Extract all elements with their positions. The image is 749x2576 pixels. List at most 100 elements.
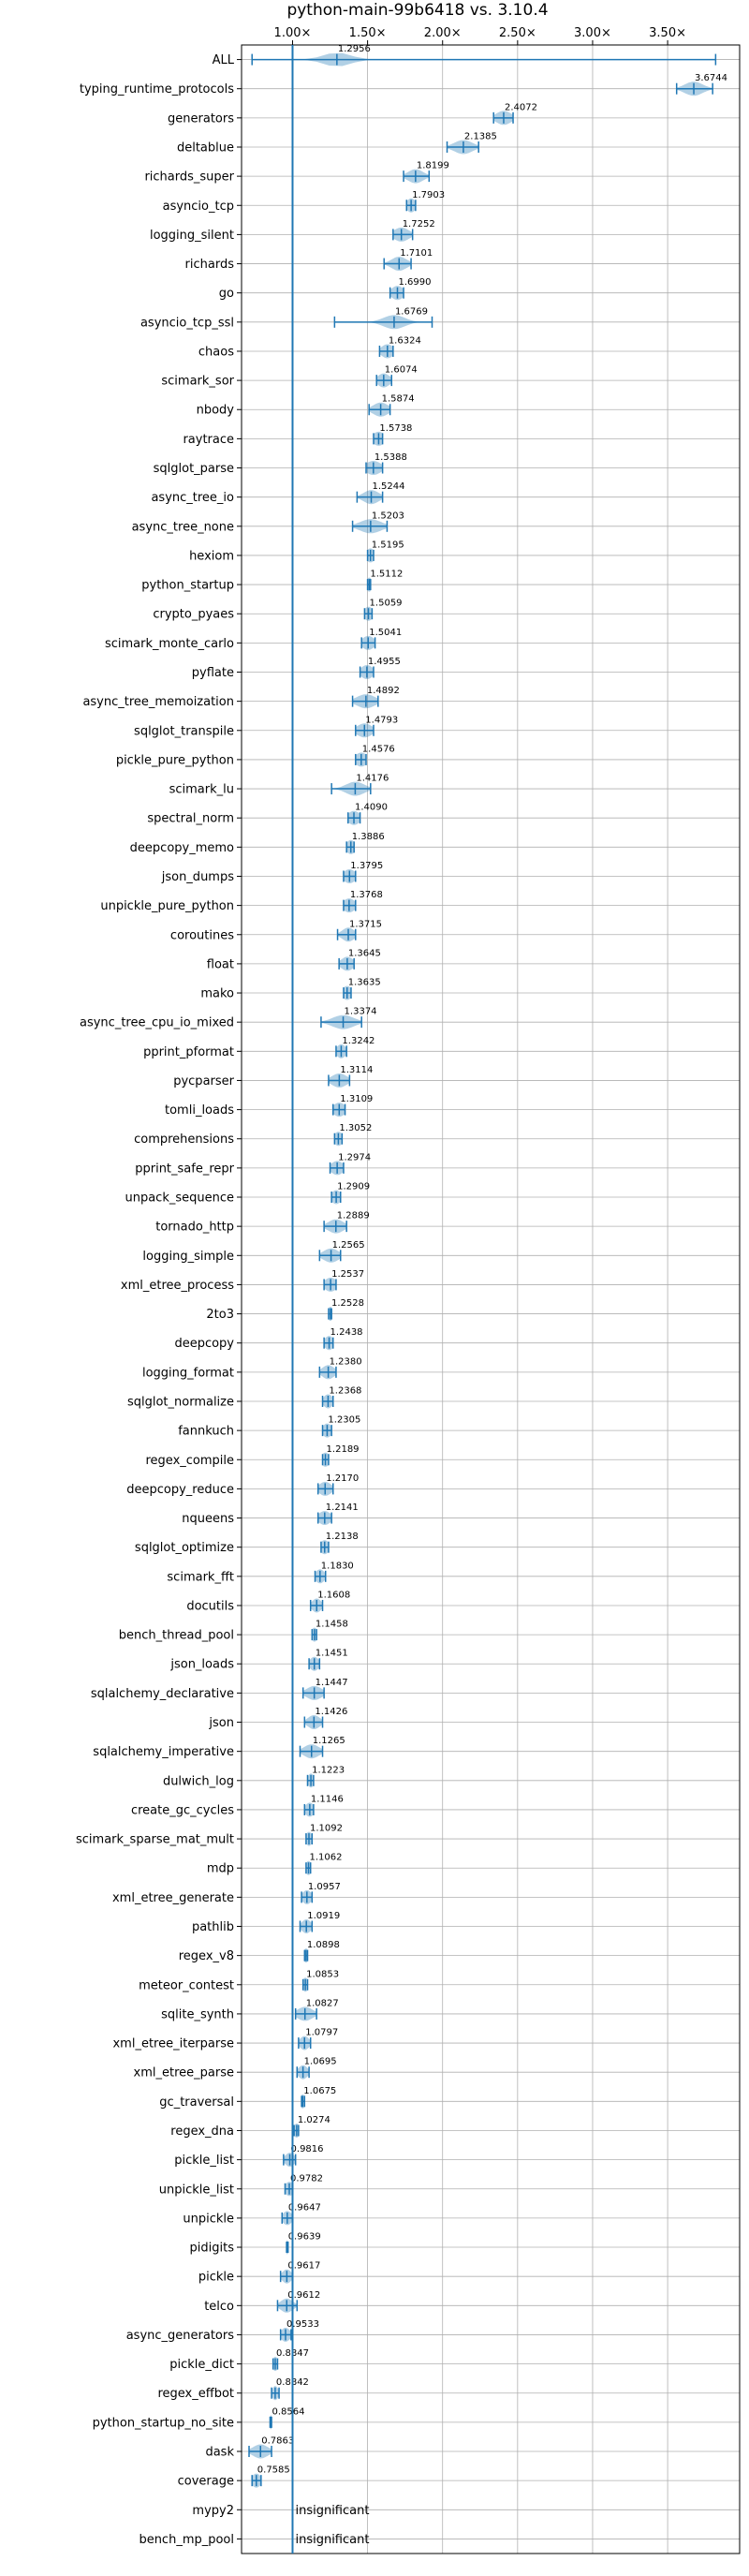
value-label: 1.2380 — [330, 1356, 362, 1367]
benchmark-label: pycparser — [173, 1074, 234, 1088]
horizontal-gridlines — [242, 59, 740, 2539]
benchmark-label: ALL — [213, 53, 235, 67]
value-label: 1.3886 — [352, 832, 385, 842]
value-label: 1.1223 — [312, 1765, 345, 1775]
benchmark-label: chaos — [198, 345, 234, 359]
benchmark-label: sqlglot_parse — [154, 462, 234, 476]
benchmark-label: async_tree_io — [151, 491, 234, 505]
benchmark-label: nbody — [197, 404, 235, 418]
benchmark-label: pathlib — [192, 1920, 234, 1934]
benchmark-label: pickle_dict — [169, 2358, 234, 2372]
value-label: 0.7863 — [261, 2436, 294, 2447]
benchmark-label: scimark_lu — [169, 783, 234, 797]
benchmark-label: 2to3 — [206, 1308, 234, 1322]
value-label: 1.1426 — [315, 1707, 347, 1717]
benchmark-label: mypy2 — [192, 2504, 234, 2518]
benchmark-label: pyflate — [192, 666, 234, 680]
value-label: 1.0675 — [303, 2086, 336, 2096]
benchmark-label: scimark_sor — [161, 375, 234, 389]
value-label: 1.5195 — [372, 540, 404, 550]
value-label: 1.1451 — [316, 1649, 348, 1659]
benchmark-label: dulwich_log — [163, 1774, 234, 1788]
value-label: 0.7585 — [257, 2465, 290, 2476]
x-tick-label: 1.50× — [349, 26, 387, 40]
benchmark-label: deltablue — [177, 141, 234, 155]
benchmark-label: pickle_list — [174, 2154, 234, 2168]
value-label: 1.3242 — [342, 1036, 374, 1046]
value-label: 1.0827 — [306, 1998, 339, 2008]
benchmark-label: python_startup — [141, 579, 234, 593]
value-label: 1.4793 — [365, 715, 398, 725]
value-label: 1.1062 — [309, 1853, 342, 1863]
benchmark-label: json_loads — [169, 1658, 234, 1672]
benchmark-label: telco — [204, 2300, 234, 2314]
value-label: 1.2565 — [332, 1240, 365, 1251]
benchmark-label: logging_silent — [150, 229, 234, 243]
benchmark-label: regex_dna — [170, 2124, 234, 2139]
value-label: 1.3795 — [350, 861, 383, 871]
value-label: 1.2305 — [328, 1415, 360, 1426]
value-label: 1.6074 — [385, 365, 418, 376]
value-label: 1.1146 — [311, 1794, 344, 1804]
value-label: 1.5112 — [370, 570, 403, 580]
value-label: 1.4892 — [367, 686, 400, 696]
value-label: 1.3052 — [339, 1123, 372, 1133]
value-label: 1.7101 — [400, 248, 433, 259]
benchmark-label: richards — [185, 258, 235, 272]
value-label: 1.1458 — [316, 1620, 348, 1630]
benchmark-label: richards_super — [144, 170, 234, 185]
benchmark-label: docutils — [186, 1599, 234, 1613]
value-label: 1.2974 — [338, 1152, 371, 1162]
benchmark-label: pprint_pformat — [143, 1045, 234, 1059]
benchmark-label: asyncio_tcp_ssl — [140, 316, 234, 330]
value-label: 1.4176 — [356, 774, 389, 784]
value-label: 1.6990 — [398, 277, 431, 288]
benchmark-label: sqlalchemy_imperative — [93, 1745, 234, 1759]
benchmark-label: regex_effbot — [157, 2387, 234, 2401]
benchmark-label: json — [208, 1716, 234, 1730]
benchmark-label: generators — [168, 111, 234, 126]
insignificant-label: insignificant — [295, 2533, 369, 2547]
benchmark-label: raytrace — [183, 433, 234, 447]
value-label: 1.3645 — [348, 948, 381, 958]
value-label: 1.0957 — [308, 1882, 341, 1892]
value-label: 1.0695 — [304, 2057, 337, 2067]
value-label: 1.2170 — [326, 1473, 359, 1484]
value-label: 1.0274 — [298, 2115, 330, 2125]
value-label: 1.2368 — [329, 1385, 361, 1396]
benchmark-label: float — [207, 957, 234, 971]
benchmark-label: tomli_loads — [165, 1103, 234, 1118]
y-axis-ticks: ALL typing_runtime_protocols generators del… — [76, 53, 242, 2547]
value-label: 1.0898 — [307, 1940, 340, 1950]
value-label: 1.3635 — [348, 978, 381, 988]
benchmark-label: xml_etree_generate — [112, 1891, 234, 1905]
benchmark-label: regex_compile — [145, 1454, 234, 1468]
benchmark-label: sqlglot_optimize — [135, 1541, 234, 1555]
value-label: 1.6324 — [389, 335, 421, 346]
value-label: 0.9647 — [288, 2202, 321, 2213]
value-label: 1.5203 — [372, 511, 404, 521]
value-label: 1.2909 — [337, 1182, 370, 1192]
benchmark-label: deepcopy_memo — [130, 841, 234, 855]
value-label: 1.1608 — [317, 1590, 350, 1600]
benchmark-label: sqlalchemy_declarative — [91, 1687, 234, 1701]
insignificant-label: insignificant — [295, 2504, 369, 2518]
benchmark-label: typing_runtime_protocols — [80, 82, 234, 96]
benchmark-label: sqlglot_normalize — [127, 1395, 234, 1409]
value-label: 1.2138 — [326, 1532, 359, 1542]
value-label: 0.8564 — [272, 2406, 304, 2417]
value-label: 1.5738 — [379, 423, 412, 434]
value-label: 1.3109 — [340, 1094, 373, 1104]
value-label: 1.3715 — [349, 919, 382, 929]
benchmark-label: hexiom — [189, 549, 234, 563]
benchmark-label: mdp — [207, 1862, 234, 1876]
value-label: 0.9639 — [288, 2232, 321, 2243]
value-label: 1.0797 — [305, 2028, 338, 2038]
benchmark-violins: 1.2956 3.6744 2.4072 2.1385 1.8199 1.7903 1.72… — [248, 44, 727, 2547]
value-label: 1.6769 — [395, 306, 428, 317]
benchmark-label: scimark_fft — [167, 1570, 234, 1584]
benchmark-label: xml_etree_parse — [134, 2066, 234, 2080]
value-label: 1.2141 — [326, 1503, 359, 1513]
benchmark-label: deepcopy — [174, 1337, 234, 1351]
benchmark-label: unpickle_pure_python — [100, 899, 234, 913]
